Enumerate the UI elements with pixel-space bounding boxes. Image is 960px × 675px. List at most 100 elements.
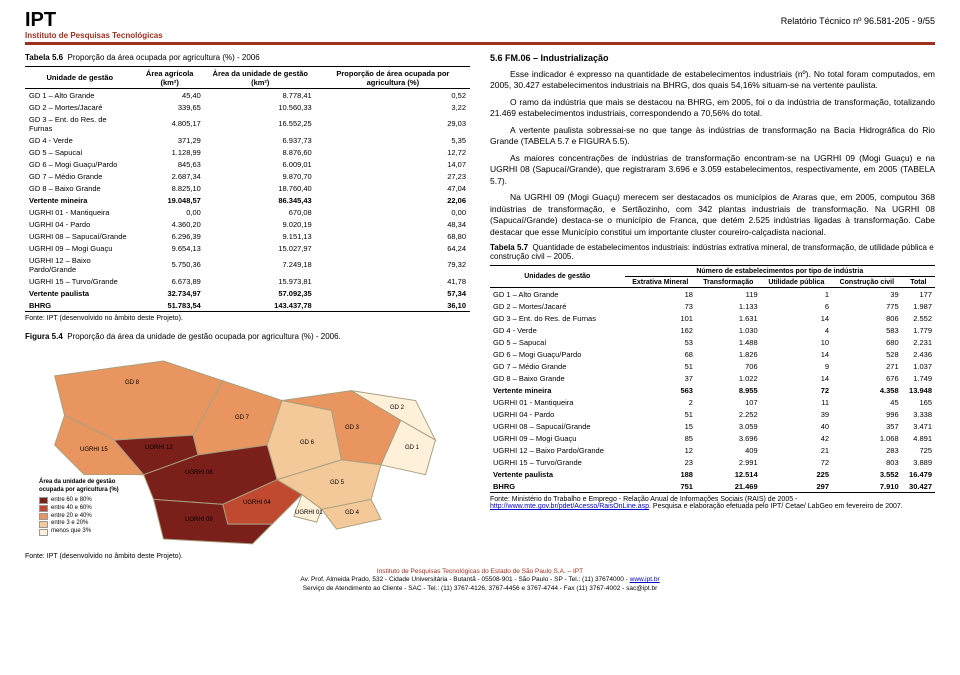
table-cell: 51 [625, 408, 696, 420]
table-cell: 357 [832, 420, 902, 432]
maplabel: GD 8 [125, 380, 139, 386]
table-cell: 5,35 [316, 134, 470, 146]
table-cell: UGRHI 01 - Mantiqueira [490, 396, 625, 408]
table-cell: 225 [761, 468, 832, 480]
table-row: GD 3 – Ent. do Res. de Furnas4.805,1716.… [25, 113, 470, 134]
table-cell: BHRG [490, 480, 625, 493]
legend-row: entre 60 e 80% [39, 497, 134, 505]
table-cell: 45,40 [135, 89, 205, 102]
table-cell: 21 [761, 444, 832, 456]
table-row: UGRHI 09 – Mogi Guaçu853.696421.0684.891 [490, 432, 935, 444]
table-row: GD 4 - Verde371,296.937,735,35 [25, 134, 470, 146]
table-row: UGRHI 01 - Mantiqueira21071145165 [490, 396, 935, 408]
table-cell: 14 [761, 312, 832, 324]
table-cell: 10 [761, 336, 832, 348]
table-cell: 803 [832, 456, 902, 468]
maplabel: UGRHI 04 [243, 500, 271, 506]
table-cell: 3.338 [902, 408, 935, 420]
legend-label: entre 3 e 20% [51, 520, 88, 528]
figure54-map: GD 8 UGRHI 15 UGRHI 12 UGRHI 08 GD 7 UGR… [25, 345, 470, 550]
legend-label: entre 60 e 80% [51, 497, 92, 505]
table-cell: 14,07 [316, 158, 470, 170]
table-row: Vertente paulista32.734,9757.092,3557,34 [25, 287, 470, 299]
table56-source: Fonte: IPT (desenvolvido no âmbito deste… [25, 315, 470, 322]
table-cell: 15 [625, 420, 696, 432]
table-cell: 1.826 [696, 348, 761, 360]
table-cell: 725 [902, 444, 935, 456]
table-cell: 68 [625, 348, 696, 360]
t57-src-link[interactable]: http://www.mte.gov.br/pdet/Acesso/RaisOn… [490, 503, 649, 510]
table-cell: 64,24 [316, 242, 470, 254]
table56-title-bold: Tabela 5.6 [25, 53, 63, 62]
table-cell: 676 [832, 372, 902, 384]
table-cell: 162 [625, 324, 696, 336]
table-cell: 68,80 [316, 230, 470, 242]
table-cell: 177 [902, 288, 935, 301]
table-cell: 0,00 [316, 206, 470, 218]
table-row: GD 5 – Sapucaí531.488106802.231 [490, 336, 935, 348]
table-cell: 72 [761, 456, 832, 468]
table57-title-bold: Tabela 5.7 [490, 243, 528, 252]
legend-row: entre 20 e 40% [39, 513, 134, 521]
table-cell: 3.552 [832, 468, 902, 480]
table-cell: 1.037 [902, 360, 935, 372]
table-row: GD 2 – Mortes/Jacaré731.13367751.987 [490, 300, 935, 312]
table-cell: 12 [625, 444, 696, 456]
table-cell: 2.991 [696, 456, 761, 468]
table-cell: 6 [761, 300, 832, 312]
section-title: 5.6 FM.06 – Industrialização [490, 53, 935, 63]
table-cell: 6.296,39 [135, 230, 205, 242]
table-cell: 41,78 [316, 275, 470, 287]
table-row: GD 8 – Baixo Grande371.022146761.749 [490, 372, 935, 384]
table-cell: 7.249,18 [205, 254, 316, 275]
table57: Unidades de gestão Número de estabelecim… [490, 265, 935, 493]
table-cell: 9.870,70 [205, 170, 316, 182]
table-cell: 27,23 [316, 170, 470, 182]
legend-label: entre 20 e 40% [51, 513, 92, 521]
table-cell: UGRHI 12 – Baixo Pardo/Grande [25, 254, 135, 275]
content-columns: Tabela 5.6 Proporção da área ocupada por… [25, 53, 935, 560]
table-cell: 12.514 [696, 468, 761, 480]
table-cell: Vertente mineira [490, 384, 625, 396]
table-cell: 143.437,78 [205, 299, 316, 312]
table-cell: 3.696 [696, 432, 761, 444]
figure54-title-bold: Figura 5.4 [25, 332, 63, 341]
table-row: BHRG51.783,54143.437,7836,10 [25, 299, 470, 312]
table-cell: 2.436 [902, 348, 935, 360]
table-cell: 57,34 [316, 287, 470, 299]
table-cell: 11 [761, 396, 832, 408]
figure54-title: Figura 5.4 Proporção da área da unidade … [25, 332, 470, 341]
table-cell: 4.891 [902, 432, 935, 444]
table-cell: 1.068 [832, 432, 902, 444]
table-cell: 2 [625, 396, 696, 408]
table-cell: UGRHI 12 – Baixo Pardo/Grande [490, 444, 625, 456]
table-cell: UGRHI 15 – Turvo/Grande [490, 456, 625, 468]
table-cell: 14 [761, 372, 832, 384]
table-cell: 51 [625, 360, 696, 372]
table56-title-rest: Proporção da área ocupada por agricultur… [68, 53, 260, 62]
table-cell: 4.360,20 [135, 218, 205, 230]
table-cell: 9.654,13 [135, 242, 205, 254]
footer-l1: Instituto de Pesquisas Tecnológicas do E… [25, 568, 935, 576]
table-cell: 409 [696, 444, 761, 456]
table-row: GD 2 – Mortes/Jacaré339,6510.560,333,22 [25, 101, 470, 113]
table-cell: Vertente paulista [490, 468, 625, 480]
table-cell: 101 [625, 312, 696, 324]
table-cell: 9.020,19 [205, 218, 316, 230]
table-row: UGRHI 01 - Mantiqueira0,00670,080,00 [25, 206, 470, 218]
maplabel: UGRHI 09 [185, 517, 213, 523]
map-legend: Área da unidade de gestão ocupada por ag… [35, 475, 138, 540]
table56: Unidade de gestão Área agrícola (km²) Ár… [25, 66, 470, 312]
legend-swatch [39, 497, 48, 504]
legend-label: menos que 3% [51, 528, 91, 536]
legend-swatch [39, 521, 48, 528]
table-cell: 1.779 [902, 324, 935, 336]
page: IPT Instituto de Pesquisas Tecnológicas … [0, 0, 960, 601]
table-cell: GD 8 – Baixo Grande [25, 182, 135, 194]
table-cell: GD 1 – Alto Grande [490, 288, 625, 301]
table-cell: 45 [832, 396, 902, 408]
footer-link[interactable]: www.ipt.br [630, 576, 660, 583]
maplabel: GD 7 [235, 415, 249, 421]
table-row: GD 1 – Alto Grande18119139177 [490, 288, 935, 301]
table-cell: Vertente paulista [25, 287, 135, 299]
